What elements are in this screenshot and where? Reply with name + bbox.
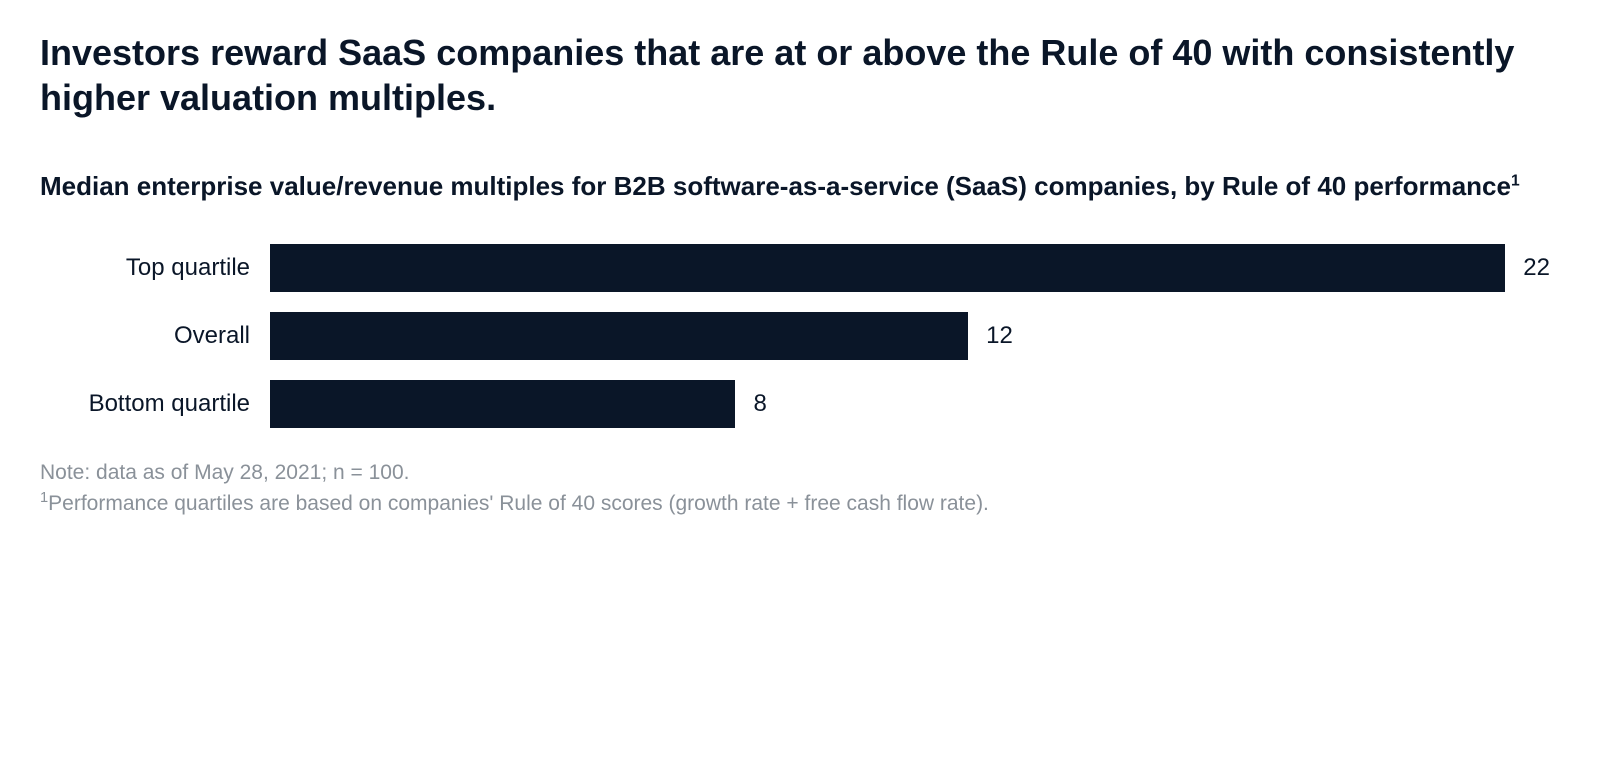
- bar-value-label: 8: [753, 390, 766, 418]
- footnote-note: Note: data as of May 28, 2021; n = 100.: [40, 458, 1550, 488]
- chart-page: Investors reward SaaS companies that are…: [0, 0, 1600, 761]
- bar-fill: [270, 244, 1505, 292]
- bar-track: 12: [270, 312, 1550, 360]
- bar-value-label: 12: [986, 322, 1013, 350]
- bar-value-label: 22: [1523, 254, 1550, 282]
- bar-fill: [270, 380, 735, 428]
- bar-row: Bottom quartile 8: [40, 380, 1550, 428]
- chart-subtitle: Median enterprise value/revenue multiple…: [40, 170, 1550, 204]
- bar-row: Top quartile 22: [40, 244, 1550, 292]
- footnote-reference: 1Performance quartiles are based on comp…: [40, 488, 1550, 519]
- footnote-reference-text: Performance quartiles are based on compa…: [48, 492, 989, 515]
- footnote-reference-super: 1: [40, 490, 48, 506]
- bar-track: 22: [270, 244, 1550, 292]
- bar-category-label: Overall: [40, 322, 270, 350]
- chart-subtitle-super: 1: [1511, 172, 1520, 189]
- chart-footnotes: Note: data as of May 28, 2021; n = 100. …: [40, 458, 1550, 520]
- bar-track: 8: [270, 380, 1550, 428]
- bar-category-label: Bottom quartile: [40, 390, 270, 418]
- bar-row: Overall 12: [40, 312, 1550, 360]
- bar-fill: [270, 312, 968, 360]
- chart-subtitle-text: Median enterprise value/revenue multiple…: [40, 171, 1511, 201]
- bar-chart: Top quartile 22 Overall 12 Bottom quartile 8: [40, 244, 1550, 428]
- chart-title: Investors reward SaaS companies that are…: [40, 30, 1550, 120]
- bar-category-label: Top quartile: [40, 254, 270, 282]
